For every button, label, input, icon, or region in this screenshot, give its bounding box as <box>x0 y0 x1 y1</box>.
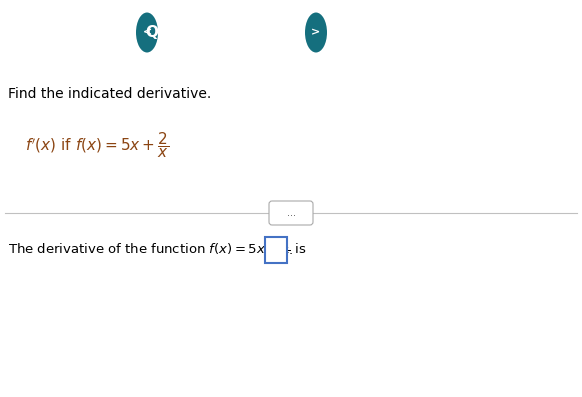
Text: nd: nd <box>0 23 22 42</box>
Text: ...: ... <box>286 208 296 218</box>
Text: .: . <box>289 243 293 256</box>
Text: The derivative of the function $f(x) = 5x + \dfrac{2}{x}$ is: The derivative of the function $f(x) = 5… <box>8 238 307 262</box>
Text: <: < <box>143 27 152 37</box>
Text: $f'(x)$ if $f(x) = 5x + \dfrac{2}{x}$: $f'(x)$ if $f(x) = 5x + \dfrac{2}{x}$ <box>25 130 169 160</box>
Text: Find the indicated derivative.: Find the indicated derivative. <box>8 87 211 101</box>
Text: HW Score:: HW Score: <box>370 15 452 29</box>
Text: 0%, 0 of 26 points: 0%, 0 of 26 points <box>422 16 540 29</box>
Text: Points:: Points: <box>388 37 443 52</box>
Text: Question 18, 3.2.10: Question 18, 3.2.10 <box>146 25 314 40</box>
Text: 0 of 1: 0 of 1 <box>426 38 466 51</box>
FancyBboxPatch shape <box>265 237 287 263</box>
Ellipse shape <box>136 12 158 52</box>
FancyBboxPatch shape <box>269 201 313 225</box>
Ellipse shape <box>305 12 327 52</box>
Text: >: > <box>311 27 321 37</box>
